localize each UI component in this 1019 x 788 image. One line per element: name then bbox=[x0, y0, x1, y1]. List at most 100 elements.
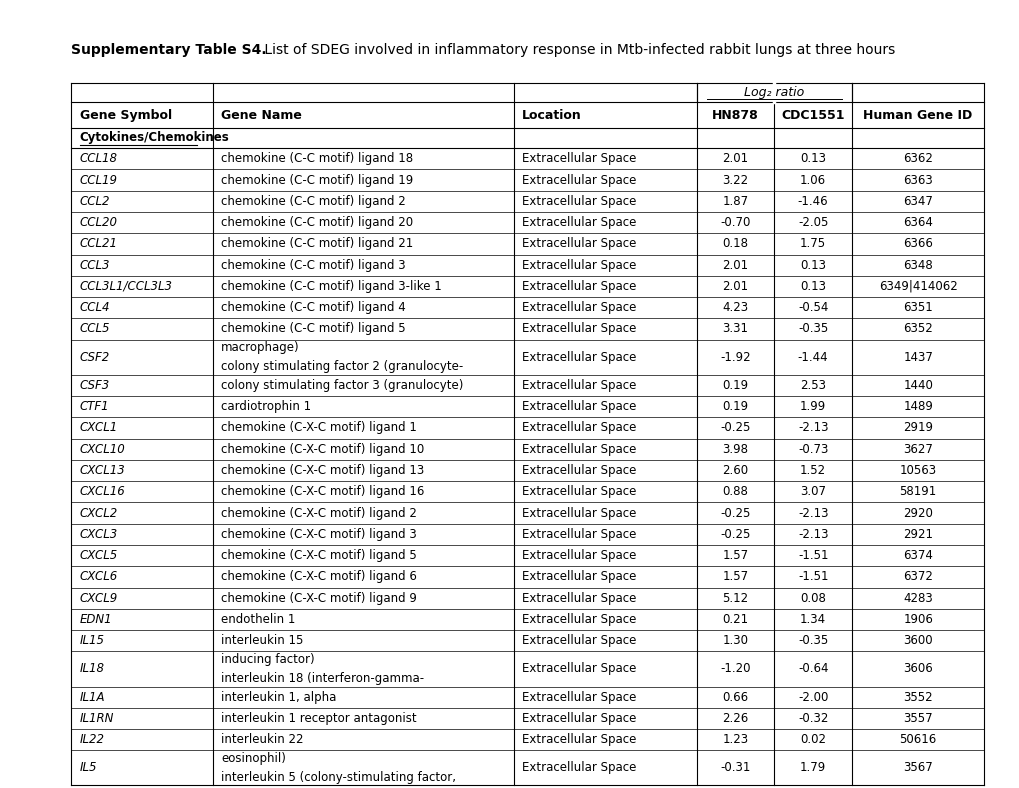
Text: 2.60: 2.60 bbox=[721, 464, 748, 477]
Text: interleukin 15: interleukin 15 bbox=[221, 634, 303, 647]
Text: -0.25: -0.25 bbox=[719, 528, 750, 541]
Text: EDN1: EDN1 bbox=[79, 613, 112, 626]
Text: CXCL5: CXCL5 bbox=[79, 549, 118, 562]
Text: 2.01: 2.01 bbox=[721, 258, 748, 272]
Text: 1.52: 1.52 bbox=[799, 464, 825, 477]
Text: 50616: 50616 bbox=[899, 733, 935, 746]
Text: chemokine (C-C motif) ligand 4: chemokine (C-C motif) ligand 4 bbox=[221, 301, 406, 314]
Text: 6374: 6374 bbox=[902, 549, 932, 562]
Text: 0.02: 0.02 bbox=[799, 733, 825, 746]
Text: 1.30: 1.30 bbox=[721, 634, 748, 647]
Text: inducing factor): inducing factor) bbox=[221, 653, 315, 666]
Text: chemokine (C-X-C motif) ligand 9: chemokine (C-X-C motif) ligand 9 bbox=[221, 592, 417, 604]
Text: chemokine (C-X-C motif) ligand 3: chemokine (C-X-C motif) ligand 3 bbox=[221, 528, 417, 541]
Text: Extracellular Space: Extracellular Space bbox=[522, 549, 636, 562]
Text: -0.31: -0.31 bbox=[719, 761, 750, 775]
Text: Extracellular Space: Extracellular Space bbox=[522, 216, 636, 229]
Text: chemokine (C-X-C motif) ligand 10: chemokine (C-X-C motif) ligand 10 bbox=[221, 443, 424, 455]
Text: Supplementary Table S4.: Supplementary Table S4. bbox=[71, 43, 267, 58]
Text: Extracellular Space: Extracellular Space bbox=[522, 690, 636, 704]
Text: 1489: 1489 bbox=[902, 400, 932, 413]
Text: 1.06: 1.06 bbox=[799, 173, 825, 187]
Text: Extracellular Space: Extracellular Space bbox=[522, 507, 636, 519]
Text: -1.51: -1.51 bbox=[797, 549, 827, 562]
Text: Extracellular Space: Extracellular Space bbox=[522, 173, 636, 187]
Text: CCL2: CCL2 bbox=[79, 195, 110, 208]
Text: Extracellular Space: Extracellular Space bbox=[522, 379, 636, 392]
Text: -0.35: -0.35 bbox=[797, 634, 827, 647]
Text: -2.13: -2.13 bbox=[797, 528, 827, 541]
Text: Extracellular Space: Extracellular Space bbox=[522, 400, 636, 413]
Text: IL18: IL18 bbox=[79, 663, 105, 675]
Text: 6351: 6351 bbox=[903, 301, 932, 314]
Text: interleukin 5 (colony-stimulating factor,: interleukin 5 (colony-stimulating factor… bbox=[221, 771, 455, 784]
Text: interleukin 18 (interferon-gamma-: interleukin 18 (interferon-gamma- bbox=[221, 672, 424, 685]
Text: chemokine (C-C motif) ligand 19: chemokine (C-C motif) ligand 19 bbox=[221, 173, 413, 187]
Text: Log₂ ratio: Log₂ ratio bbox=[744, 86, 804, 99]
Text: Extracellular Space: Extracellular Space bbox=[522, 528, 636, 541]
Text: chemokine (C-C motif) ligand 2: chemokine (C-C motif) ligand 2 bbox=[221, 195, 406, 208]
Text: chemokine (C-X-C motif) ligand 6: chemokine (C-X-C motif) ligand 6 bbox=[221, 571, 417, 583]
Text: 2.53: 2.53 bbox=[799, 379, 825, 392]
Text: 6348: 6348 bbox=[903, 258, 932, 272]
Text: 0.13: 0.13 bbox=[799, 258, 825, 272]
Text: 2.01: 2.01 bbox=[721, 280, 748, 293]
Text: interleukin 1 receptor antagonist: interleukin 1 receptor antagonist bbox=[221, 712, 417, 725]
Text: IL5: IL5 bbox=[79, 761, 97, 775]
Text: 3606: 3606 bbox=[903, 663, 932, 675]
Text: CXCL13: CXCL13 bbox=[79, 464, 125, 477]
Text: -2.13: -2.13 bbox=[797, 422, 827, 434]
Text: chemokine (C-C motif) ligand 18: chemokine (C-C motif) ligand 18 bbox=[221, 152, 413, 165]
Text: 1.87: 1.87 bbox=[721, 195, 748, 208]
Text: CCL4: CCL4 bbox=[79, 301, 110, 314]
Text: Extracellular Space: Extracellular Space bbox=[522, 301, 636, 314]
Text: 5.12: 5.12 bbox=[721, 592, 748, 604]
Text: Extracellular Space: Extracellular Space bbox=[522, 634, 636, 647]
Text: Extracellular Space: Extracellular Space bbox=[522, 592, 636, 604]
Text: 2919: 2919 bbox=[902, 422, 932, 434]
Text: 6362: 6362 bbox=[902, 152, 932, 165]
Text: -0.25: -0.25 bbox=[719, 422, 750, 434]
Text: -1.92: -1.92 bbox=[719, 351, 750, 364]
Text: cardiotrophin 1: cardiotrophin 1 bbox=[221, 400, 311, 413]
Text: 6347: 6347 bbox=[902, 195, 932, 208]
Text: Human Gene ID: Human Gene ID bbox=[863, 109, 972, 121]
Text: CXCL9: CXCL9 bbox=[79, 592, 118, 604]
Text: -0.70: -0.70 bbox=[719, 216, 750, 229]
Text: -1.20: -1.20 bbox=[719, 663, 750, 675]
Text: 1.57: 1.57 bbox=[721, 571, 748, 583]
Text: Cytokines/Chemokines: Cytokines/Chemokines bbox=[79, 132, 229, 144]
Text: interleukin 22: interleukin 22 bbox=[221, 733, 304, 746]
Text: 3.31: 3.31 bbox=[721, 322, 748, 336]
Text: chemokine (C-X-C motif) ligand 13: chemokine (C-X-C motif) ligand 13 bbox=[221, 464, 424, 477]
Text: chemokine (C-X-C motif) ligand 1: chemokine (C-X-C motif) ligand 1 bbox=[221, 422, 417, 434]
Text: Extracellular Space: Extracellular Space bbox=[522, 464, 636, 477]
Text: Extracellular Space: Extracellular Space bbox=[522, 280, 636, 293]
Text: 3.07: 3.07 bbox=[799, 485, 825, 498]
Text: chemokine (C-X-C motif) ligand 5: chemokine (C-X-C motif) ligand 5 bbox=[221, 549, 417, 562]
Text: Gene Name: Gene Name bbox=[221, 109, 302, 121]
Text: List of SDEG involved in inflammatory response in Mtb-infected rabbit lungs at t: List of SDEG involved in inflammatory re… bbox=[260, 43, 895, 58]
Text: -0.25: -0.25 bbox=[719, 507, 750, 519]
Text: 6366: 6366 bbox=[902, 237, 932, 251]
Text: 6352: 6352 bbox=[903, 322, 932, 336]
Text: CXCL6: CXCL6 bbox=[79, 571, 118, 583]
Text: Extracellular Space: Extracellular Space bbox=[522, 443, 636, 455]
Text: 4283: 4283 bbox=[903, 592, 932, 604]
Text: Extracellular Space: Extracellular Space bbox=[522, 422, 636, 434]
Text: IL22: IL22 bbox=[79, 733, 105, 746]
Text: CCL20: CCL20 bbox=[79, 216, 117, 229]
Text: -0.54: -0.54 bbox=[797, 301, 827, 314]
Text: -2.13: -2.13 bbox=[797, 507, 827, 519]
Text: IL15: IL15 bbox=[79, 634, 105, 647]
Text: -1.51: -1.51 bbox=[797, 571, 827, 583]
Text: chemokine (C-C motif) ligand 3: chemokine (C-C motif) ligand 3 bbox=[221, 258, 406, 272]
Text: CXCL1: CXCL1 bbox=[79, 422, 118, 434]
Text: 3.98: 3.98 bbox=[721, 443, 748, 455]
Text: 1.99: 1.99 bbox=[799, 400, 825, 413]
Text: chemokine (C-X-C motif) ligand 2: chemokine (C-X-C motif) ligand 2 bbox=[221, 507, 417, 519]
Text: endothelin 1: endothelin 1 bbox=[221, 613, 296, 626]
Text: HN878: HN878 bbox=[711, 109, 758, 121]
Text: 1906: 1906 bbox=[902, 613, 932, 626]
Text: 3627: 3627 bbox=[902, 443, 932, 455]
